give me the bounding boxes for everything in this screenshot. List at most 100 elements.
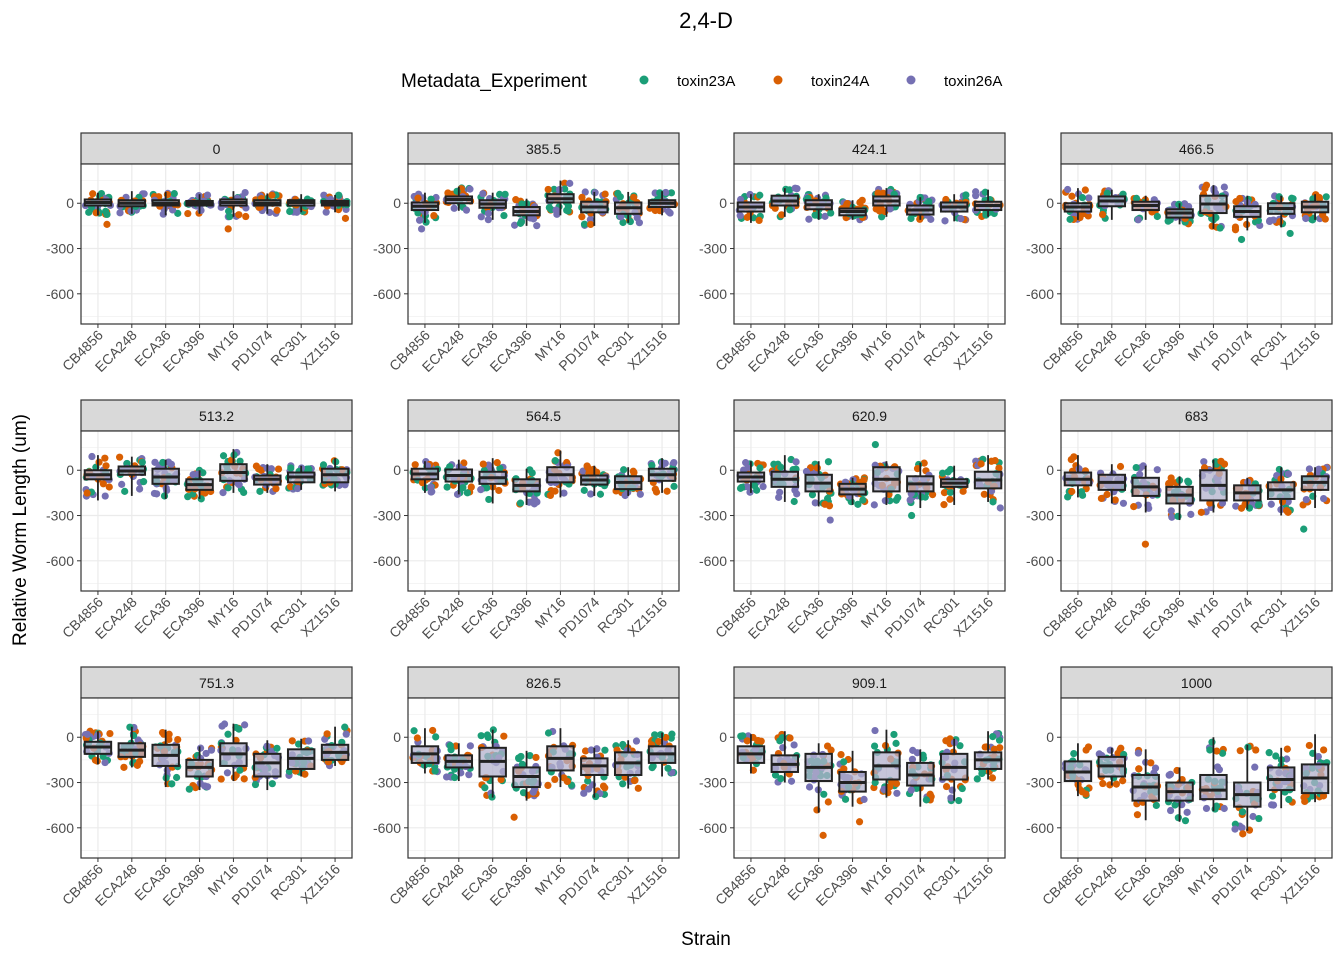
data-point (855, 818, 864, 826)
data-point (484, 216, 492, 224)
data-point (224, 730, 232, 738)
data-point (1249, 812, 1257, 821)
data-point (746, 190, 754, 199)
data-point (1082, 790, 1090, 798)
data-point (224, 484, 232, 492)
data-point (106, 729, 114, 738)
facet-strip-label: 424.1 (852, 141, 887, 157)
data-point (928, 491, 937, 499)
data-point (1153, 212, 1161, 221)
y-tick-label: -600 (1026, 286, 1054, 302)
facet-strip-label: 564.5 (526, 408, 561, 424)
data-point (169, 206, 177, 214)
facet-panel: 385.50-300-600CB4856ECA248ECA36ECA396MY1… (373, 132, 680, 375)
data-point (791, 184, 799, 192)
data-point (511, 221, 519, 229)
data-point (841, 795, 850, 803)
data-point (173, 773, 181, 782)
data-point (907, 214, 915, 223)
data-point (533, 222, 541, 230)
data-point (459, 484, 467, 492)
data-point (787, 777, 796, 785)
facet-panel: 620.90-300-600CB4856ECA248ECA36ECA396MY1… (699, 399, 1006, 642)
facet-strip-label: 513.2 (199, 408, 234, 424)
data-point (1136, 470, 1144, 479)
data-point (1305, 741, 1313, 750)
data-point (1167, 507, 1175, 515)
data-point (629, 467, 637, 475)
data-point (101, 758, 109, 767)
panel-border (407, 163, 680, 325)
data-point (1064, 185, 1072, 194)
data-point (550, 185, 558, 193)
data-point (116, 209, 124, 217)
chart-title: 2,4-D (679, 8, 733, 33)
data-point (633, 214, 641, 222)
data-point (510, 813, 518, 821)
data-point (811, 499, 819, 507)
data-point (1266, 217, 1274, 225)
data-point (136, 485, 144, 493)
data-point (268, 191, 276, 199)
data-point (273, 744, 281, 752)
data-point (500, 732, 508, 740)
panel-border (1060, 430, 1333, 592)
facet-strip (407, 666, 680, 699)
data-point (185, 785, 193, 793)
data-point (663, 487, 671, 495)
data-point (651, 485, 659, 493)
facet-strip (407, 399, 680, 432)
facet-panel: 751.30-300-600CB4856ECA248ECA36ECA396MY1… (46, 666, 353, 909)
data-point (160, 492, 169, 500)
data-point (301, 770, 309, 778)
data-point (995, 464, 1003, 472)
data-point (121, 487, 129, 495)
data-point (648, 764, 656, 772)
y-tick-label: -300 (1026, 508, 1054, 524)
legend-title: Metadata_Experiment (401, 71, 588, 92)
data-point (165, 730, 173, 738)
data-point (1167, 474, 1175, 482)
data-point (563, 206, 571, 214)
data-point (871, 440, 879, 449)
plot-background (408, 431, 679, 591)
data-point (1302, 214, 1310, 223)
data-point (207, 746, 216, 754)
y-tick-label: -300 (1026, 775, 1054, 791)
facet-strip (733, 666, 1006, 699)
data-point (1299, 501, 1307, 509)
data-point (1283, 745, 1291, 753)
y-tick-label: 0 (1046, 195, 1054, 211)
data-point (1265, 749, 1273, 757)
data-point (581, 188, 589, 196)
data-point (872, 205, 880, 213)
data-point (786, 734, 794, 742)
data-point (1276, 217, 1284, 226)
data-point (601, 190, 609, 198)
y-tick-label: 0 (66, 729, 74, 745)
data-point (1236, 194, 1244, 203)
data-point (776, 488, 784, 496)
data-point (236, 766, 244, 774)
data-point (1286, 229, 1294, 238)
data-point (972, 192, 980, 200)
data-point (805, 215, 813, 223)
data-point (286, 483, 295, 491)
data-point (413, 734, 421, 742)
data-point (223, 769, 232, 777)
plot-background (1061, 164, 1332, 324)
data-point (322, 208, 330, 216)
data-point (651, 731, 659, 739)
data-point (217, 775, 225, 783)
data-point (515, 754, 523, 763)
data-point (826, 516, 834, 524)
y-tick-label: -600 (46, 553, 74, 569)
data-point (118, 480, 126, 488)
facet-strip-label: 466.5 (1179, 141, 1214, 157)
data-point (1134, 216, 1142, 224)
data-point (236, 457, 244, 465)
data-point (561, 179, 569, 187)
data-point (1153, 466, 1161, 474)
data-point (443, 483, 451, 491)
data-point (518, 760, 527, 768)
